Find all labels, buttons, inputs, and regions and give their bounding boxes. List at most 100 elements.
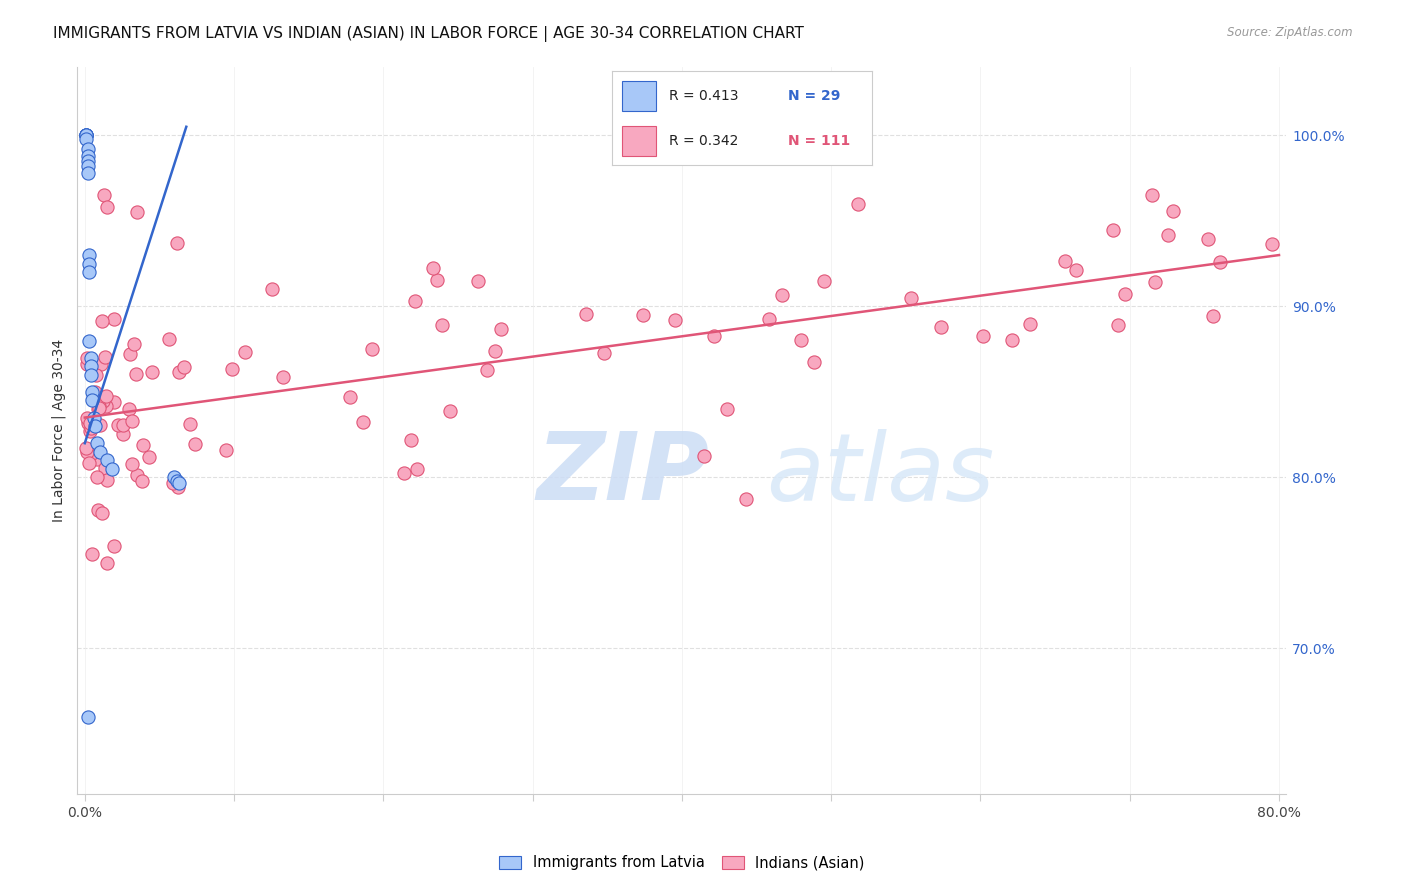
Point — [352, 415, 374, 429]
Point — [125, 205, 148, 219]
Point — [75, 128, 97, 143]
Point — [235, 345, 257, 359]
Point — [75, 132, 97, 146]
Point — [76, 411, 98, 425]
Point — [76, 142, 98, 156]
Point — [475, 363, 498, 377]
Point — [1197, 232, 1219, 246]
Point — [1163, 203, 1185, 218]
Text: N = 29: N = 29 — [789, 88, 841, 103]
Point — [86, 503, 108, 517]
Point — [131, 437, 153, 451]
Point — [86, 452, 108, 467]
Point — [593, 346, 616, 360]
Point — [121, 414, 143, 428]
Point — [87, 399, 110, 413]
Point — [770, 288, 793, 302]
Point — [1202, 310, 1225, 324]
Point — [693, 450, 716, 464]
Point — [77, 416, 100, 430]
Point — [1260, 237, 1282, 252]
Point — [84, 384, 107, 399]
Point — [76, 149, 98, 163]
Point — [76, 166, 98, 180]
Point — [183, 437, 205, 451]
Point — [392, 466, 415, 480]
Text: atlas: atlas — [766, 428, 995, 519]
Point — [703, 329, 725, 343]
Point — [1064, 263, 1087, 277]
Point — [1019, 317, 1042, 331]
Point — [489, 322, 512, 336]
Point — [83, 410, 105, 425]
Point — [80, 421, 103, 435]
Point — [173, 359, 195, 374]
Point — [89, 417, 111, 432]
Point — [112, 417, 135, 432]
Point — [734, 491, 756, 506]
Point — [846, 197, 869, 211]
Legend: Immigrants from Latvia, Indians (Asian): Immigrants from Latvia, Indians (Asian) — [499, 855, 865, 871]
Point — [75, 441, 97, 455]
Point — [77, 456, 100, 470]
Point — [96, 473, 118, 487]
Point — [179, 417, 201, 432]
Point — [96, 200, 118, 214]
Point — [80, 548, 103, 562]
Point — [758, 312, 780, 326]
Point — [93, 188, 115, 202]
Point — [631, 308, 654, 322]
Point — [90, 357, 112, 371]
Point — [1107, 318, 1129, 332]
Point — [80, 359, 103, 374]
FancyBboxPatch shape — [621, 126, 655, 156]
Point — [167, 365, 190, 379]
Point — [430, 318, 453, 333]
Point — [163, 470, 186, 484]
Point — [404, 294, 426, 309]
Point — [103, 312, 125, 326]
Text: IMMIGRANTS FROM LATVIA VS INDIAN (ASIAN) IN LABOR FORCE | AGE 30-34 CORRELATION : IMMIGRANTS FROM LATVIA VS INDIAN (ASIAN)… — [53, 26, 804, 42]
Text: ZIP: ZIP — [537, 428, 710, 520]
Point — [79, 416, 101, 430]
Point — [75, 128, 97, 143]
Point — [575, 307, 598, 321]
Point — [138, 450, 160, 464]
Point — [76, 445, 98, 459]
Point — [90, 314, 112, 328]
Point — [426, 273, 449, 287]
Point — [157, 332, 180, 346]
Point — [221, 362, 243, 376]
Point — [167, 475, 190, 490]
Point — [94, 399, 117, 413]
Point — [89, 444, 111, 458]
Point — [422, 260, 444, 275]
Point — [1208, 255, 1230, 269]
Point — [1054, 254, 1077, 268]
Point — [803, 355, 825, 369]
Point — [112, 427, 135, 442]
Point — [80, 368, 103, 382]
FancyBboxPatch shape — [621, 81, 655, 111]
Point — [76, 710, 98, 724]
Point — [77, 265, 100, 279]
Point — [87, 401, 110, 415]
Point — [76, 358, 98, 372]
Point — [86, 436, 108, 450]
Point — [1001, 333, 1024, 347]
Text: N = 111: N = 111 — [789, 134, 851, 148]
Point — [75, 128, 97, 143]
Point — [122, 337, 145, 351]
Point — [76, 351, 98, 365]
Point — [87, 402, 110, 417]
Point — [1140, 188, 1163, 202]
Point — [484, 344, 506, 359]
Point — [75, 128, 97, 143]
Point — [91, 393, 114, 408]
Point — [972, 329, 994, 343]
Point — [1144, 275, 1167, 289]
Point — [339, 390, 361, 404]
Point — [86, 470, 108, 484]
Point — [77, 257, 100, 271]
Text: R = 0.342: R = 0.342 — [669, 134, 738, 148]
